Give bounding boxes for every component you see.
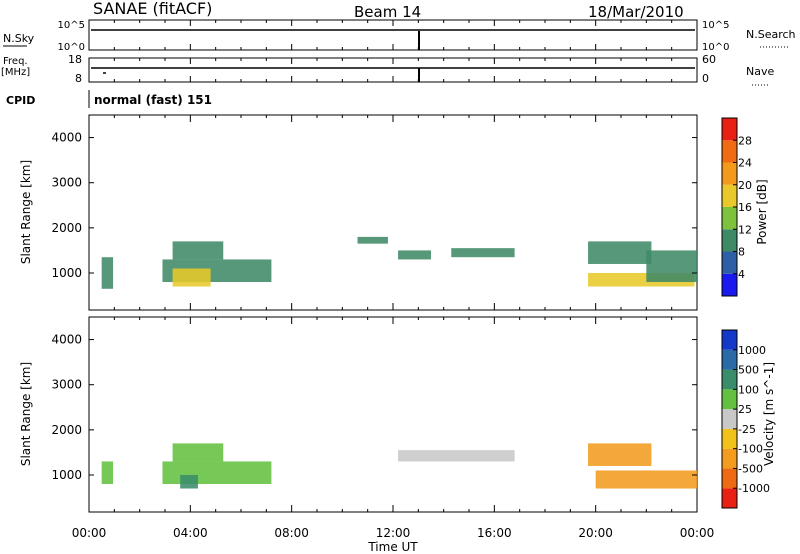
y-tick-label: 3000	[51, 378, 82, 392]
nsky-scale-bottom: 10^0	[58, 42, 85, 53]
nave-label: Nave	[746, 65, 774, 78]
power-region	[101, 257, 114, 289]
colorbar-swatch	[722, 184, 737, 207]
freq-tick-bottom: 8	[75, 72, 82, 85]
colorbar-swatch	[722, 140, 737, 163]
x-tick-labels: 00:00 04:00 08:00 12:00 16:00 20:00 00:00	[72, 526, 715, 540]
velocity-colorbar-tick-label: 500	[738, 364, 759, 377]
power-colorbar: 4 8 12 16 20 24 28	[721, 117, 752, 297]
colorbar-swatch	[722, 409, 737, 429]
x-tick-label: 16:00	[477, 526, 512, 540]
colorbar-swatch	[722, 229, 737, 252]
velocity-region	[398, 450, 515, 462]
y-tick-label: 1000	[51, 266, 82, 280]
power-region	[172, 241, 224, 260]
power-colorbar-tick-label: 8	[738, 246, 745, 259]
power-region	[172, 268, 211, 287]
velocity-colorbar-tick-label: 25	[738, 403, 752, 416]
power-region	[398, 250, 431, 260]
colorbar-swatch	[722, 118, 737, 141]
freq-label: Freq.	[3, 56, 28, 67]
power-y-ticks: 1000 2000 3000 4000	[51, 131, 697, 280]
velocity-colorbar-label: Velocity [m s^-1]	[762, 362, 776, 466]
power-region	[646, 250, 697, 283]
velocity-region	[101, 461, 114, 485]
y-tick-label: 1000	[51, 468, 82, 482]
colorbar-swatch	[722, 162, 737, 185]
power-colorbar-tick-label: 4	[738, 268, 745, 281]
power-colorbar-tick-label: 12	[738, 223, 752, 236]
cpid-text: normal (fast) 151	[94, 93, 212, 107]
y-tick-label: 3000	[51, 176, 82, 190]
beam-label: Beam 14	[354, 3, 421, 21]
colorbar-swatch	[722, 251, 737, 274]
power-colorbar-tick-label: 28	[738, 134, 752, 147]
colorbar-swatch	[722, 349, 737, 370]
nsky-scale-top: 10^5	[58, 20, 85, 31]
power-region	[357, 236, 388, 244]
station-title: SANAE (fitACF)	[93, 0, 212, 18]
nave-tick-top: 60	[702, 53, 716, 66]
velocity-region	[180, 474, 198, 489]
cpid-label: CPID	[6, 94, 35, 107]
colorbar-swatch	[722, 207, 737, 230]
power-colorbar-tick-label: 20	[738, 179, 752, 192]
velocity-x-ticks	[88, 317, 698, 512]
power-data-layer	[101, 236, 697, 289]
velocity-colorbar-tick-label: -1000	[738, 482, 770, 495]
velocity-colorbar-tick-label: 100	[738, 383, 759, 396]
colorbar-swatch	[722, 488, 737, 508]
velocity-colorbar-tick-label: -100	[738, 443, 763, 456]
velocity-region	[588, 443, 652, 466]
colorbar-swatch	[722, 273, 737, 296]
velocity-y-axis-label: Slant Range [km]	[19, 362, 33, 466]
y-tick-label: 4000	[51, 131, 82, 145]
velocity-colorbar-tick-label: -500	[738, 462, 763, 475]
velocity-y-ticks: 1000 2000 3000 4000	[51, 333, 697, 482]
y-tick-label: 4000	[51, 333, 82, 347]
colorbar-frame	[721, 329, 738, 509]
power-panel: 1000 2000 3000 4000 Slant Range [km]	[19, 20, 698, 311]
velocity-region	[595, 470, 697, 489]
velocity-colorbar-tick-label: 1000	[738, 344, 766, 357]
y-tick-label: 2000	[51, 423, 82, 437]
velocity-region	[172, 443, 224, 462]
y-tick-label: 2000	[51, 221, 82, 235]
colorbar-swatch	[722, 428, 737, 449]
colorbar-swatch	[722, 389, 737, 410]
velocity-data-layer	[101, 443, 697, 489]
colorbar-swatch	[722, 468, 737, 489]
freq-tick-top: 18	[68, 53, 82, 66]
x-axis-label: Time UT	[367, 540, 418, 554]
colorbar-swatch	[722, 330, 737, 350]
x-tick-label: 00:00	[680, 526, 715, 540]
power-colorbar-label: Power [dB]	[755, 179, 769, 244]
velocity-colorbar: 1000 500 100 25 -25 -100 -500 -1000	[721, 329, 770, 509]
x-tick-label: 00:00	[72, 526, 107, 540]
x-tick-label: 12:00	[376, 526, 411, 540]
colorbar-swatch	[722, 448, 737, 469]
nsearch-label: N.Search	[746, 28, 796, 41]
power-region	[451, 248, 515, 258]
nsky-label: N.Sky	[3, 32, 35, 45]
date-label: 18/Mar/2010	[588, 3, 684, 21]
colorbar-swatch	[722, 369, 737, 390]
power-region	[588, 241, 652, 264]
power-colorbar-tick-label: 24	[738, 157, 752, 170]
power-x-ticks	[88, 20, 698, 310]
velocity-region	[162, 461, 272, 485]
nave-tick-bottom: 0	[702, 72, 709, 85]
power-y-axis-label: Slant Range [km]	[19, 160, 33, 264]
nsearch-scale-bottom: 10^0	[702, 42, 729, 53]
x-tick-label: 20:00	[578, 526, 613, 540]
velocity-panel: 1000 2000 3000 4000 Slant Range [km]	[19, 316, 698, 513]
velocity-colorbar-tick-label: -25	[738, 423, 756, 436]
power-colorbar-tick-label: 16	[738, 201, 752, 214]
x-tick-label: 04:00	[173, 526, 208, 540]
nsearch-scale-top: 10^5	[702, 20, 729, 31]
x-tick-label: 08:00	[274, 526, 309, 540]
freq-unit-label: [MHz]	[1, 67, 30, 78]
